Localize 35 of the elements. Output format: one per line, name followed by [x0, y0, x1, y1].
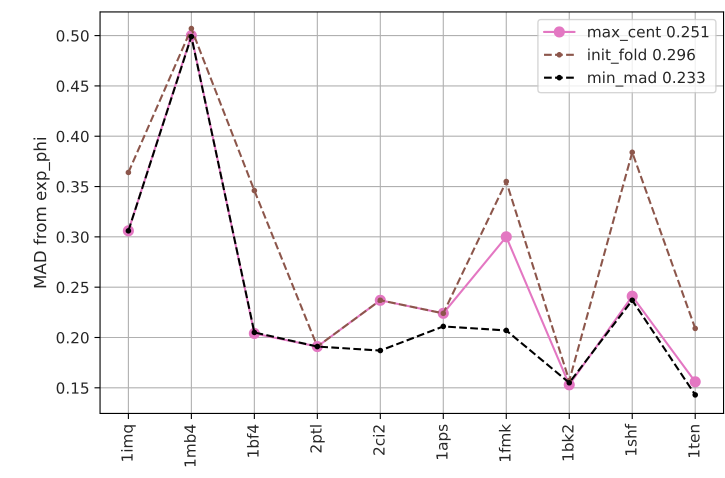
y-tick-label: 0.50 — [56, 30, 89, 42]
legend-label: max_cent 0.251 — [588, 26, 708, 41]
y-tick-label: 0.15 — [56, 382, 88, 394]
point — [252, 188, 258, 194]
x-tick-label: 2ci2 — [372, 425, 385, 455]
y-tick-label: 0.35 — [56, 181, 88, 193]
x-tick-label: 2ptl — [310, 425, 325, 452]
legend-label: min_mad 0.233 — [588, 71, 705, 87]
legend-label: init_fold 0.296 — [588, 48, 695, 64]
point — [692, 326, 698, 332]
point — [503, 328, 510, 334]
point — [690, 376, 701, 388]
x-tick-label: 1mb4 — [184, 424, 196, 466]
x-tick-label: 1ten — [688, 425, 700, 457]
point — [378, 348, 384, 354]
y-tick-label: 0.40 — [56, 130, 89, 142]
point — [500, 231, 512, 242]
x-tick-label: 1fmk — [498, 424, 510, 462]
x-tick-label: 1bk2 — [562, 425, 574, 460]
x-tick-label: 1aps — [436, 424, 451, 459]
point — [188, 26, 194, 32]
x-tick-label: 1bf4 — [246, 424, 259, 457]
point — [692, 392, 698, 398]
y-tick-label: 0.20 — [56, 332, 89, 344]
y-tick-label: 0.25 — [56, 282, 88, 294]
y-tick-label: 0.30 — [56, 231, 89, 243]
x-tick-label: 1shf — [624, 424, 637, 455]
point — [629, 297, 636, 304]
y-axis-title: MAD from exp_phi — [33, 138, 50, 288]
point — [503, 178, 510, 184]
y-tick-label: 0.45 — [56, 80, 88, 92]
x-tick-label: 1imq — [121, 425, 136, 461]
point — [440, 324, 446, 330]
point — [629, 150, 636, 156]
point — [126, 170, 132, 176]
